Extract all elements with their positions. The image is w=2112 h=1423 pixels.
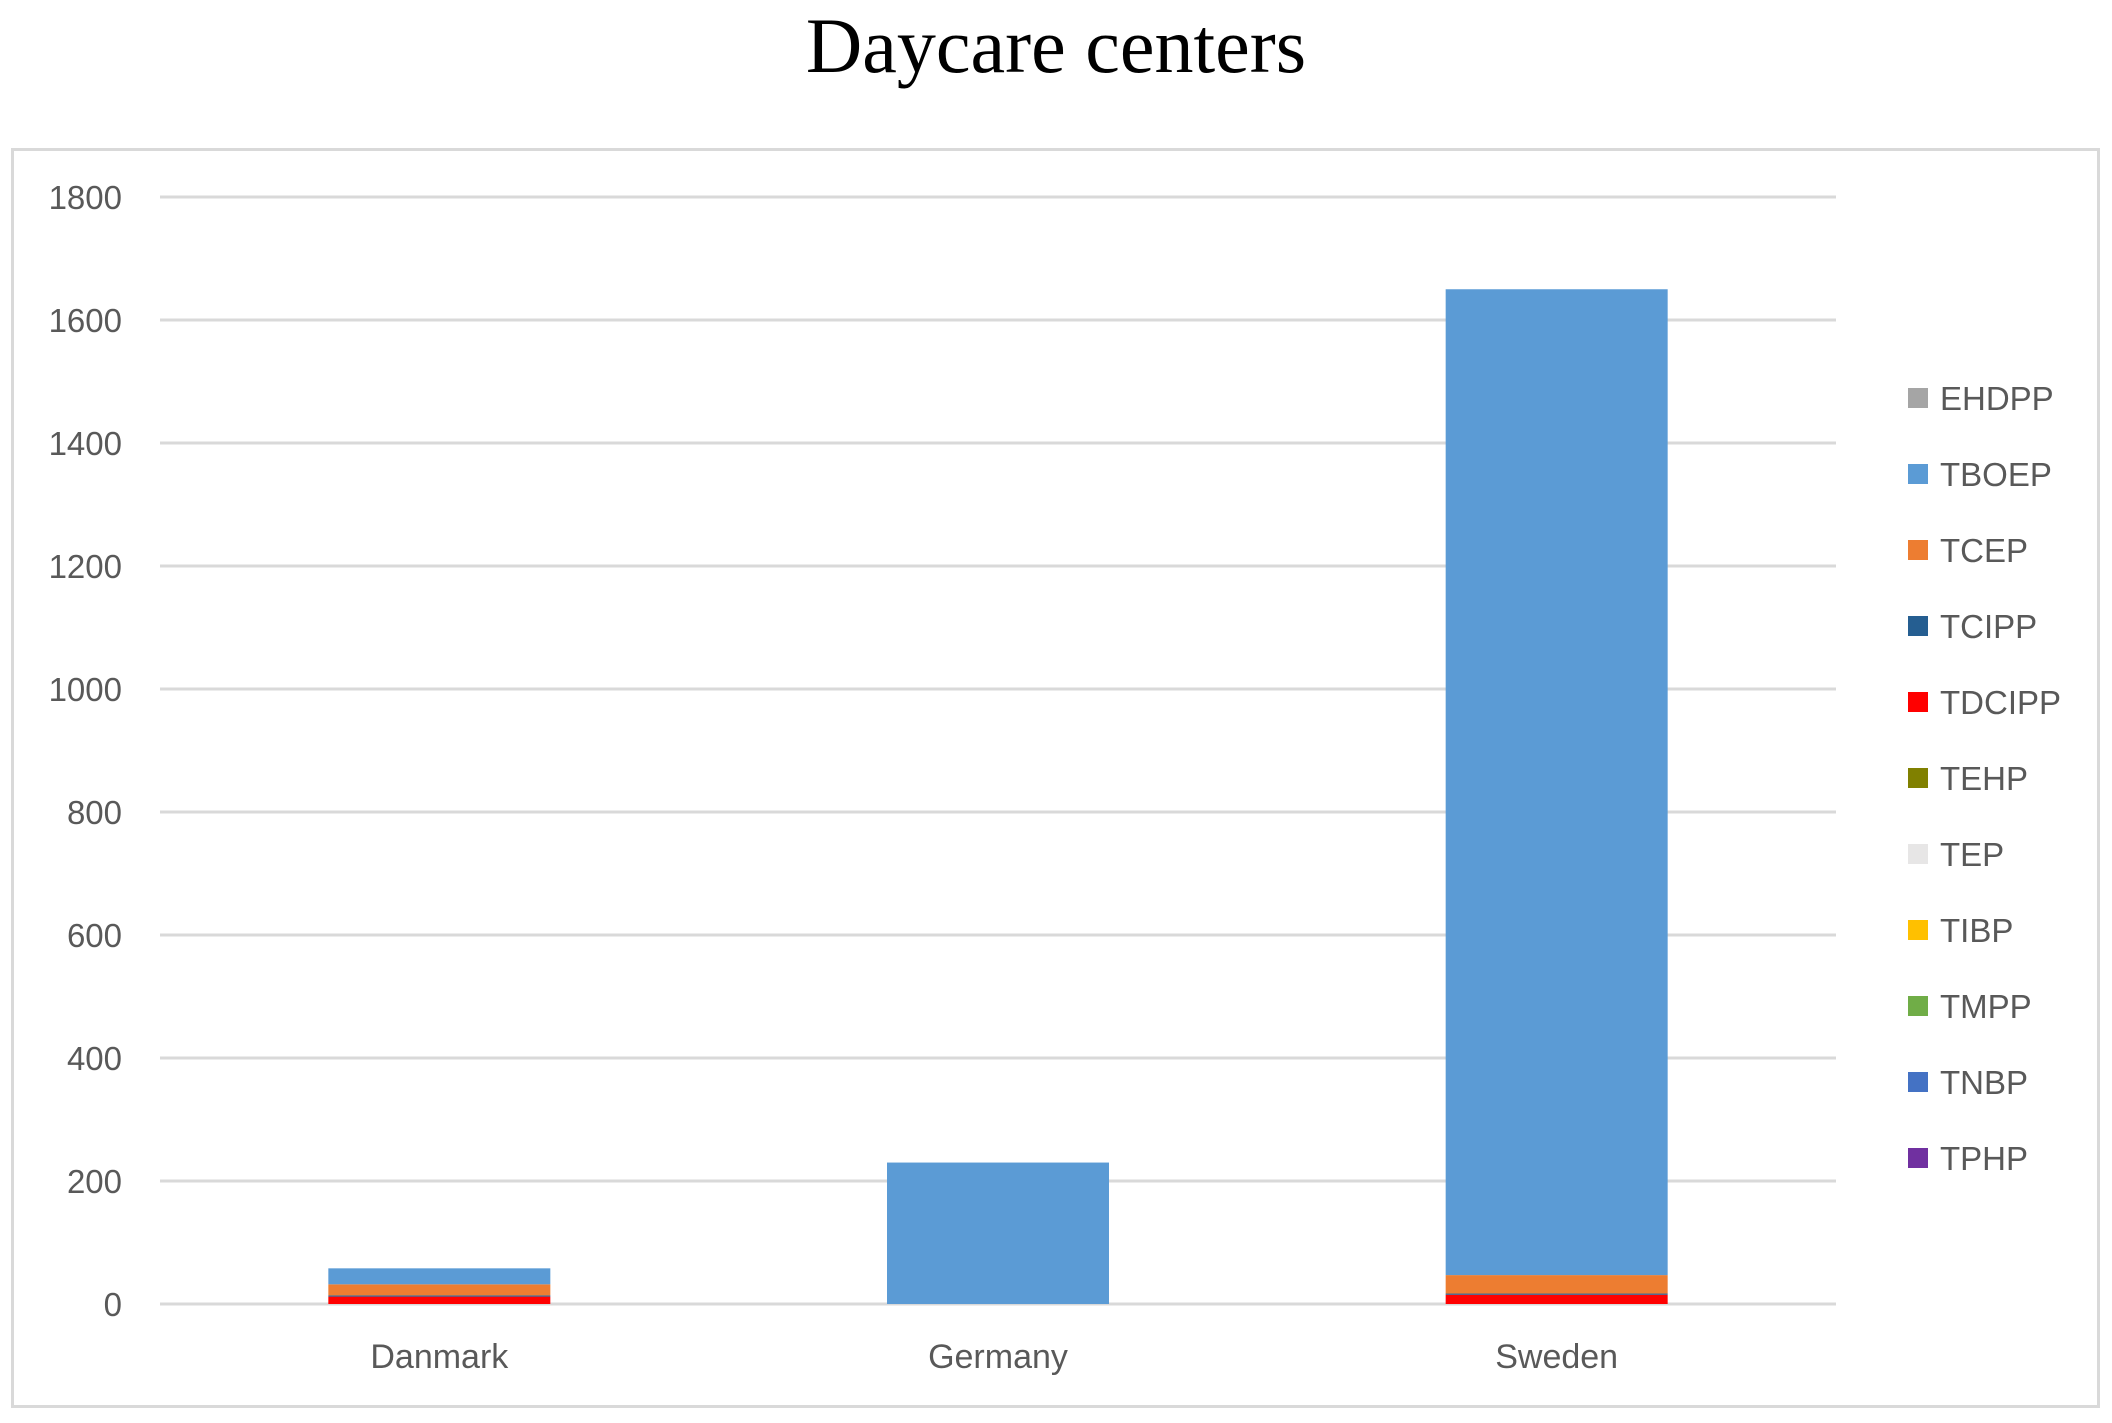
legend-label: TMPP (1940, 988, 2032, 1025)
legend-item-tnbp: TNBP (1908, 1064, 2028, 1101)
legend-label: TEP (1940, 836, 2004, 873)
legend-label: TBOEP (1940, 456, 2052, 493)
legend-item-tep: TEP (1908, 836, 2004, 873)
x-axis: Danmark Germany Sweden (370, 1338, 1618, 1376)
legend-item-tdcipp: TDCIPP (1908, 684, 2061, 721)
legend-label: TPHP (1940, 1140, 2028, 1177)
legend-label: TCIPP (1940, 608, 2037, 645)
legend-swatch (1908, 1148, 1928, 1168)
legend-swatch (1908, 844, 1928, 864)
legend-item-tcipp: TCIPP (1908, 608, 2037, 645)
y-tick-label: 1000 (49, 671, 122, 708)
bar-tdcipp-danmark (328, 1296, 551, 1304)
chart-frame (11, 148, 2100, 1408)
y-tick-label: 200 (67, 1163, 122, 1200)
y-tick-label: 1800 (49, 179, 122, 216)
legend-swatch (1908, 616, 1928, 636)
bars-layer (328, 289, 1668, 1304)
legend-swatch (1908, 540, 1928, 560)
legend-label: TDCIPP (1940, 684, 2061, 721)
chart-title: Daycare centers (805, 2, 1307, 89)
legend-item-tphp: TPHP (1908, 1140, 2028, 1177)
y-tick-label: 1600 (49, 302, 122, 339)
bar-tboep-sweden (1445, 289, 1668, 1276)
x-category-label: Sweden (1495, 1338, 1618, 1376)
y-tick-label: 1400 (49, 425, 122, 462)
x-category-label: Danmark (370, 1338, 509, 1376)
legend-label: TEHP (1940, 760, 2028, 797)
legend-label: TIBP (1940, 912, 2013, 949)
y-tick-label: 0 (104, 1286, 122, 1323)
y-tick-label: 800 (67, 794, 122, 831)
legend-item-tcep: TCEP (1908, 532, 2028, 569)
x-category-label: Germany (928, 1338, 1068, 1376)
y-axis: 0 200 400 600 800 1000 1200 1400 1600 1800 (49, 179, 122, 1323)
bar-tboep-germany (887, 1162, 1109, 1304)
legend-label: TNBP (1940, 1064, 2028, 1101)
bar-tcipp-danmark (328, 1295, 551, 1297)
legend-label: TCEP (1940, 532, 2028, 569)
y-tick-label: 600 (67, 917, 122, 954)
legend-swatch (1908, 996, 1928, 1016)
legend-swatch (1908, 1072, 1928, 1092)
legend-item-tehp: TEHP (1908, 760, 2028, 797)
legend-item-tibp: TIBP (1908, 912, 2013, 949)
bar-tdcipp-sweden (1445, 1294, 1668, 1304)
y-tick-label: 400 (67, 1040, 122, 1077)
legend-swatch (1908, 388, 1928, 408)
legend-swatch (1908, 692, 1928, 712)
bar-tcep-sweden (1445, 1275, 1668, 1294)
bar-tcipp-sweden (1445, 1293, 1668, 1295)
legend-item-ehdpp: EHDPP (1908, 380, 2054, 417)
legend: EHDPP TBOEP TCEP TCIPP TDCIPP TEHP TEP TIBP TMPP… (1908, 380, 2061, 1177)
y-tick-label: 1200 (49, 548, 122, 585)
legend-item-tboep: TBOEP (1908, 456, 2052, 493)
legend-label: EHDPP (1940, 380, 2054, 417)
legend-swatch (1908, 464, 1928, 484)
bar-tcep-danmark (328, 1284, 551, 1296)
bar-tboep-danmark (328, 1268, 551, 1285)
legend-item-tmpp: TMPP (1908, 988, 2032, 1025)
legend-swatch (1908, 768, 1928, 788)
legend-swatch (1908, 920, 1928, 940)
